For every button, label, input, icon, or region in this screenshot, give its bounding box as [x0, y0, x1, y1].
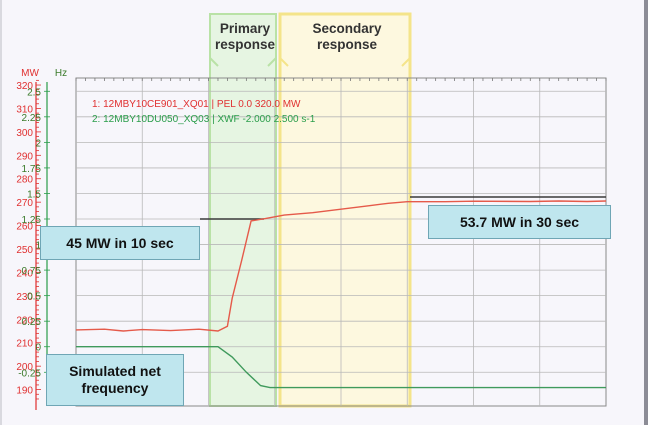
hz-tick-label: 0.75 [22, 266, 42, 277]
mw-tick-label: 220 [16, 315, 33, 326]
callout-secondary-ramp: 53.7 MW in 30 sec [428, 205, 611, 239]
hz-tick-label: 0.5 [27, 292, 41, 303]
hz-tick-label: 0.25 [22, 317, 42, 328]
mw-tick-label: 230 [16, 292, 33, 303]
hz-tick-label: 1 [35, 241, 41, 252]
mw-tick-label: 210 [16, 339, 33, 350]
mw-tick-label: 320 [16, 81, 33, 92]
legend-entry: 2: 12MBY10DU050_XQ03 | XWF -2.000 2.500 … [92, 114, 316, 125]
frequency-series-line [76, 346, 606, 389]
mw-tick-label: 200 [16, 362, 33, 373]
mw-axis-label: MW [21, 68, 39, 79]
hz-tick-label: 0 [35, 343, 41, 354]
primary-response-label: Primary response [214, 21, 276, 52]
mw-tick-label: 250 [16, 245, 33, 256]
hz-axis-label: Hz [55, 68, 67, 79]
primary-response-band [209, 13, 277, 407]
mw-tick-label: 290 [16, 151, 33, 162]
hz-tick-label: -0.25 [18, 368, 41, 379]
mw-tick-label: 310 [16, 104, 33, 115]
mw-tick-label: 300 [16, 128, 33, 139]
mw-tick-label: 280 [16, 175, 33, 186]
hz-tick-label: 2 [35, 138, 41, 149]
mw-tick-label: 190 [16, 386, 33, 397]
callout-primary-ramp: 45 MW in 10 sec [40, 226, 200, 260]
hz-tick-label: 1.25 [22, 215, 42, 226]
hz-tick-label: 1.5 [27, 189, 41, 200]
power-series-line [75, 200, 607, 332]
primary-band-notch [209, 57, 277, 67]
legend-entry: 1: 12MBY10CE901_XQ01 | PEL 0.0 320.0 MW [92, 99, 301, 110]
callout-net-frequency: Simulated net frequency [46, 354, 184, 406]
hz-tick-label: 1.75 [22, 164, 42, 175]
secondary-response-band [278, 12, 412, 408]
mw-tick-label: 260 [16, 222, 33, 233]
mw-tick-label: 240 [16, 268, 33, 279]
secondary-response-label: Secondary response [312, 21, 382, 52]
hz-tick-label: 2.25 [22, 113, 42, 124]
hz-tick-label: 2.5 [27, 87, 41, 98]
secondary-band-notch [279, 57, 411, 67]
mw-tick-label: 270 [16, 198, 33, 209]
